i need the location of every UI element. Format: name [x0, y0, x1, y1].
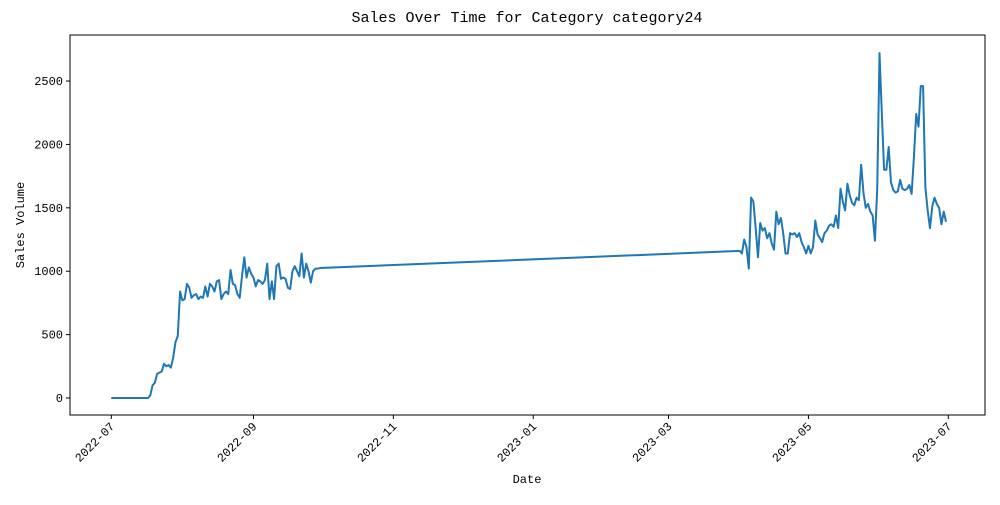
x-tick-label: 2022-11 — [355, 420, 401, 466]
plot-frame — [69, 34, 986, 416]
x-tick-label: 2022-09 — [215, 420, 261, 466]
x-tick-label: 2023-07 — [910, 420, 956, 466]
y-tick-label: 500 — [41, 329, 63, 343]
y-tick-label: 0 — [56, 392, 63, 406]
y-tick-label: 2000 — [34, 138, 63, 152]
x-tick-label: 2023-05 — [770, 420, 816, 466]
y-tick-label: 1500 — [34, 202, 63, 216]
x-tick-label: 2022-07 — [73, 420, 119, 466]
chart-title: Sales Over Time for Category category24 — [351, 10, 702, 27]
y-tick-label: 2500 — [34, 75, 63, 89]
x-tick-label: 2023-03 — [630, 420, 676, 466]
y-tick-label: 1000 — [34, 265, 63, 279]
y-axis-label: Sales Volume — [14, 182, 28, 268]
sales-line — [111, 52, 947, 400]
x-tick-label: 2023-01 — [495, 420, 541, 466]
x-axis-label: Date — [513, 473, 542, 487]
